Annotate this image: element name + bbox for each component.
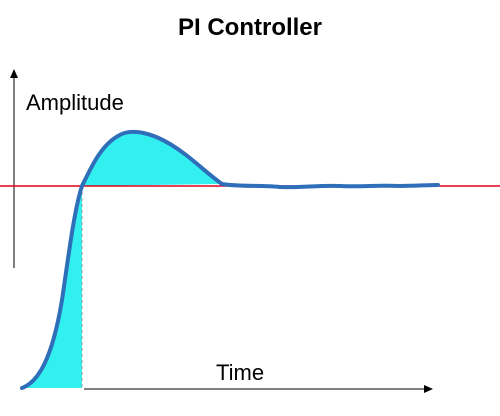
y-axis-label: Amplitude (26, 90, 124, 115)
step-response-curve (20, 129, 440, 390)
integral-area-below-setpoint (22, 186, 82, 388)
diagram-title: PI Controller (177, 14, 322, 41)
integral-area-above-setpoint (82, 131, 222, 186)
x-axis-label: Time (216, 360, 264, 385)
